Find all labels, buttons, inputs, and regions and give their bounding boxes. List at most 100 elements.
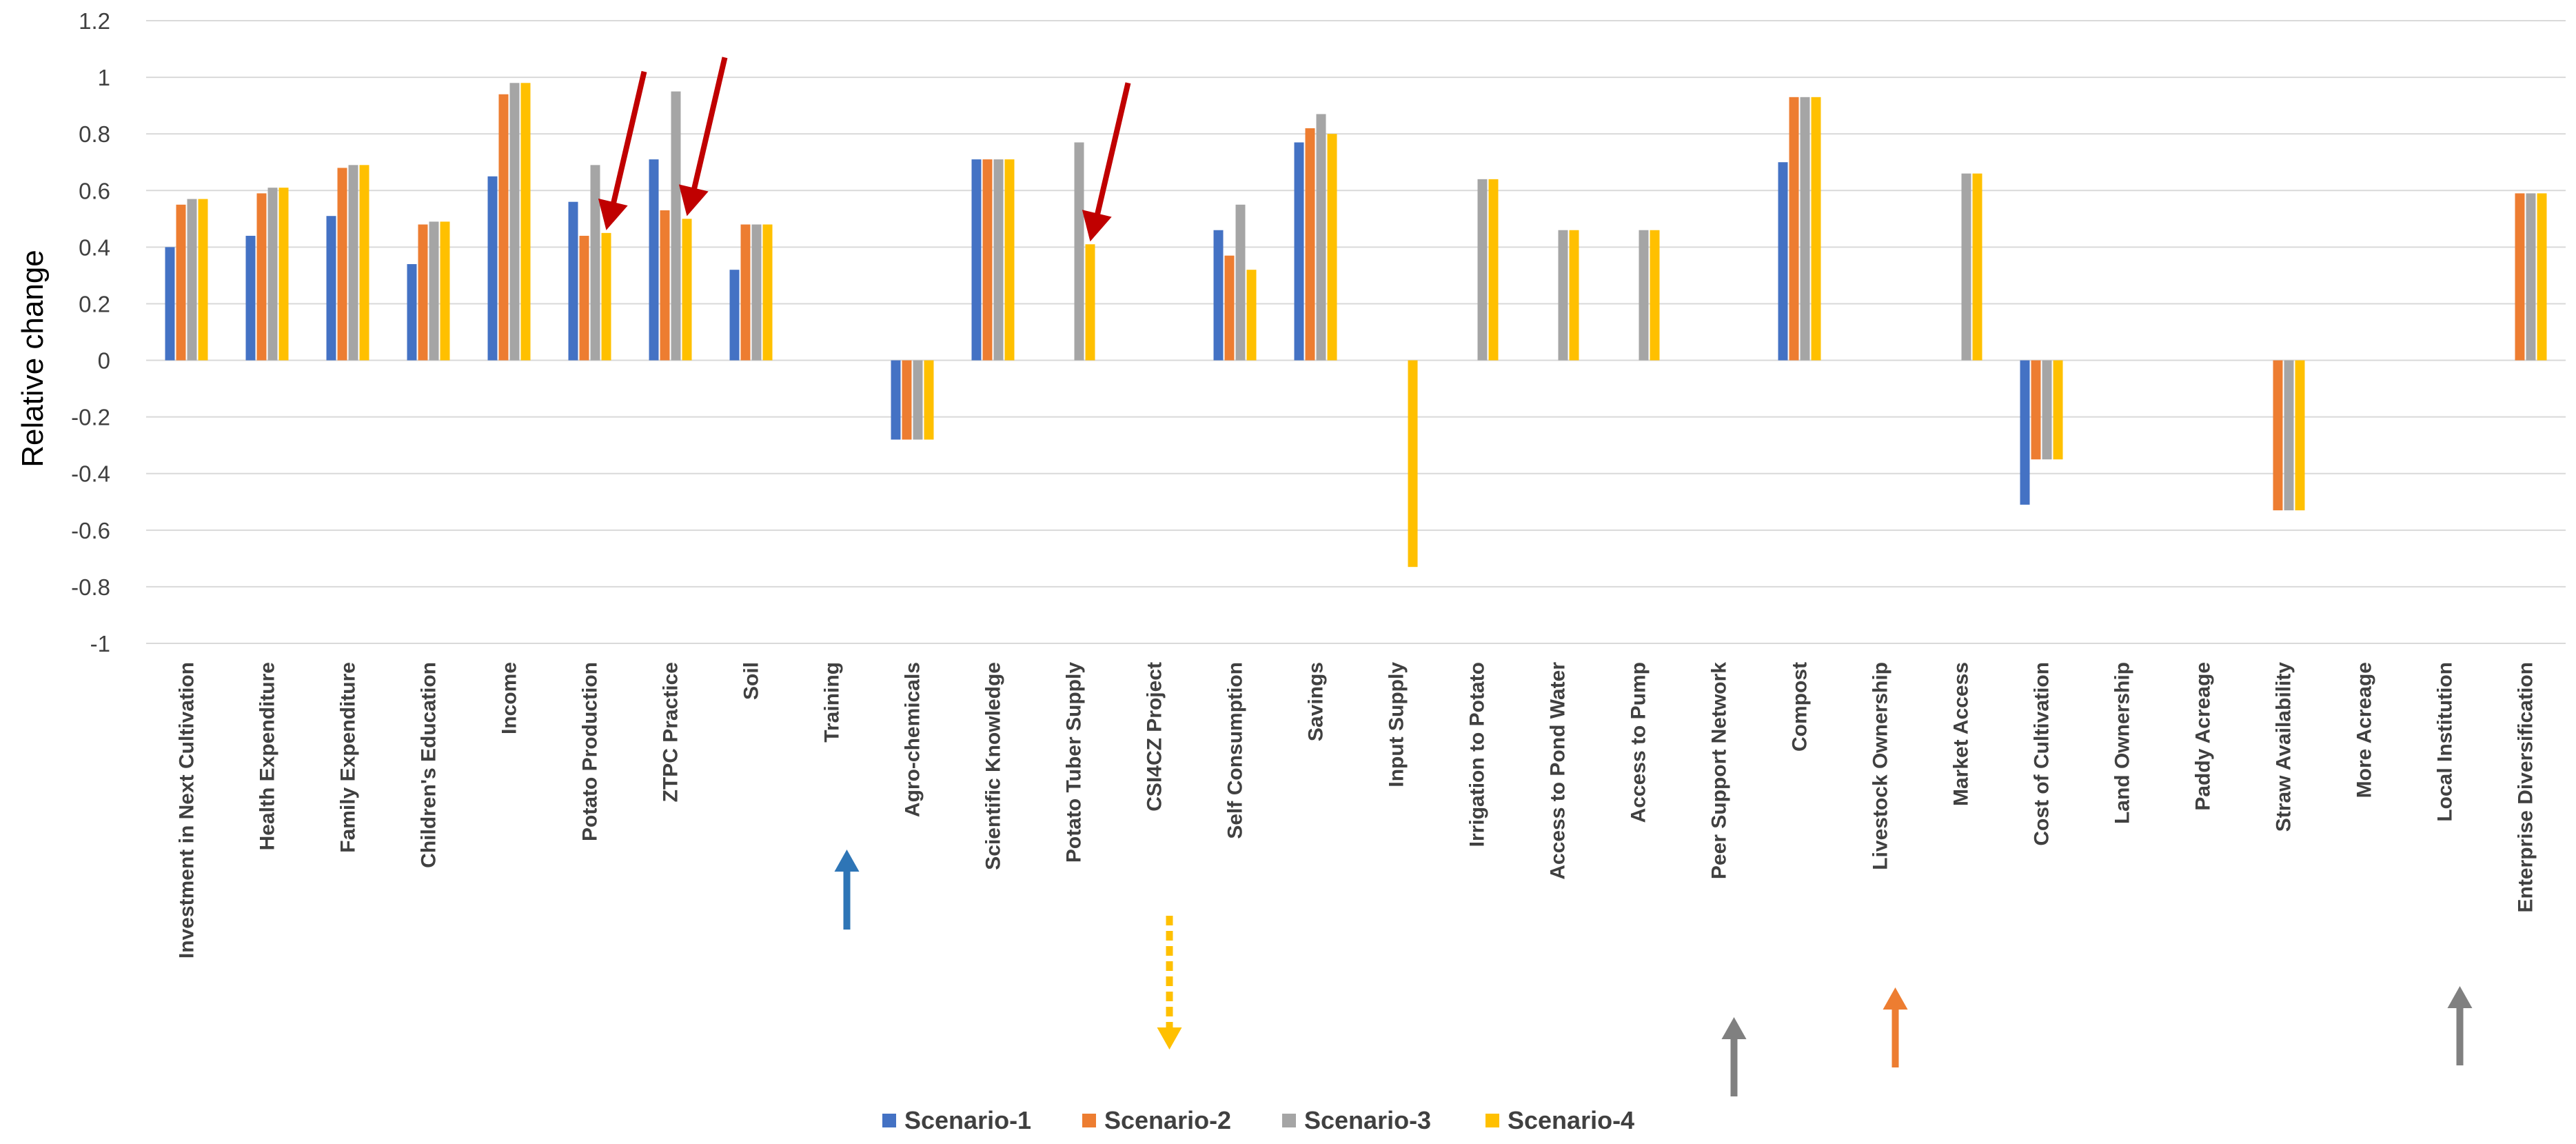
y-tick-label: -0.8 <box>71 574 110 600</box>
bar-scenario-1-13 <box>1213 230 1224 361</box>
arrow-head <box>1883 987 1908 1010</box>
x-category-label: Savings <box>1305 662 1328 741</box>
y-tick-label: 0.4 <box>79 234 110 260</box>
bar-scenario-3-23 <box>2042 360 2052 460</box>
bars <box>165 83 2547 568</box>
x-category-label: Straw Availability <box>2273 662 2295 832</box>
bar-scenario-2-7 <box>740 224 751 361</box>
bar-scenario-1-2 <box>326 216 336 361</box>
x-category-label: Access to Pond Water <box>1547 662 1570 880</box>
bar-scenario-2-1 <box>256 193 267 361</box>
bar-scenario-3-1 <box>267 188 278 361</box>
red-arrow-shaft <box>607 70 647 217</box>
x-category-label: Self Consumption <box>1224 662 1247 839</box>
bar-scenario-2-5 <box>579 235 589 361</box>
red-arrow-shaft <box>1091 82 1131 229</box>
bar-scenario-1-14 <box>1294 142 1304 361</box>
arrow-head <box>1721 1017 1747 1039</box>
red-arrow-head <box>1082 210 1112 242</box>
bar-scenario-2-20 <box>1789 97 1799 361</box>
bar-scenario-4-0 <box>198 199 208 361</box>
bar-scenario-4-17 <box>1569 230 1579 361</box>
bar-scenario-1-23 <box>2020 360 2030 505</box>
x-category-label: Market Access <box>1950 662 1973 806</box>
bar-scenario-4-16 <box>1488 179 1499 361</box>
legend: Scenario-1 Scenario-2 Scenario-3 Scenario-4 <box>882 1106 1634 1134</box>
y-tick-label: 1.2 <box>79 8 110 34</box>
x-category-label: Access to Pump <box>1627 662 1650 823</box>
arrow-head <box>2447 986 2473 1008</box>
bar-scenario-2-2 <box>337 168 347 361</box>
bar-scenario-3-5 <box>590 165 600 361</box>
red-arrow-shaft <box>688 57 728 203</box>
x-category-label: Irrigation to Potato <box>1466 662 1489 847</box>
bar-scenario-2-0 <box>176 204 186 361</box>
y-tick-label: -0.6 <box>71 518 110 543</box>
bar-scenario-3-26 <box>2284 360 2294 511</box>
x-category-label: Paddy Acreage <box>2192 662 2215 811</box>
bar-scenario-4-11 <box>1085 244 1095 361</box>
x-category-label: Potato Production <box>579 662 602 841</box>
bar-scenario-2-23 <box>2031 360 2041 460</box>
bar-scenario-3-18 <box>1639 230 1649 361</box>
bar-scenario-4-5 <box>601 232 611 361</box>
bar-scenario-1-10 <box>971 159 982 361</box>
bar-scenario-4-9 <box>924 360 934 440</box>
x-category-label: Health Expenditure <box>256 662 279 850</box>
bar-scenario-2-4 <box>498 94 509 361</box>
bar-scenario-4-10 <box>1004 159 1015 361</box>
x-category-label: Income <box>498 662 521 734</box>
x-category-label: Investment in Next Cultivation <box>176 662 199 959</box>
bar-scenario-4-3 <box>440 221 450 361</box>
x-category-label: Scientific Knowledge <box>982 662 1005 870</box>
x-category-label: Cost of Cultivation <box>2031 662 2053 846</box>
bar-scenario-4-20 <box>1811 97 1821 361</box>
bar-scenario-3-0 <box>187 199 197 361</box>
x-category-label: Land Ownership <box>2111 662 2134 824</box>
legend-label: Scenario-1 <box>904 1106 1031 1134</box>
x-category-label: Enterprise Diversification <box>2515 662 2537 912</box>
y-tick-label: -0.4 <box>71 461 110 487</box>
x-category-label: Family Expenditure <box>337 662 360 853</box>
bar-scenario-3-20 <box>1800 97 1810 361</box>
x-category-label: Peer Support Network <box>1708 662 1731 879</box>
y-tick-label: -1 <box>90 631 110 656</box>
x-category-label: Compost <box>1789 662 1812 752</box>
bar-scenario-3-4 <box>509 83 520 361</box>
bar-scenario-3-29 <box>2526 193 2536 361</box>
y-tick-label: 0.8 <box>79 121 110 147</box>
bar-scenario-2-6 <box>660 210 670 361</box>
bar-scenario-3-17 <box>1558 230 1568 361</box>
y-tick-label: 0 <box>98 348 110 374</box>
bar-scenario-2-26 <box>2273 360 2283 511</box>
bar-scenario-2-29 <box>2515 193 2525 361</box>
bar-scenario-4-14 <box>1327 134 1337 361</box>
x-category-label: Training <box>821 662 844 743</box>
bar-scenario-3-7 <box>751 224 762 361</box>
legend-swatch <box>1485 1114 1499 1127</box>
bar-scenario-2-10 <box>982 159 993 361</box>
legend-swatch <box>1282 1114 1296 1127</box>
bar-scenario-3-13 <box>1235 204 1246 361</box>
bar-scenario-3-3 <box>429 221 439 361</box>
bar-scenario-4-6 <box>682 219 692 361</box>
bar-scenario-3-2 <box>348 165 358 361</box>
y-axis-ticks: 1.2 1 0.8 0.6 0.4 0.2 0 -0.2 -0.4 -0.6 -0.8 -1 <box>71 8 110 656</box>
bar-scenario-3-14 <box>1316 114 1326 361</box>
y-tick-label: 0.2 <box>79 291 110 317</box>
bar-scenario-1-1 <box>245 235 256 361</box>
bar-scenario-2-3 <box>418 224 428 361</box>
x-category-label: Soil <box>740 662 763 700</box>
x-category-label: Potato Tuber Supply <box>1063 662 1086 863</box>
bar-scenario-1-0 <box>165 247 175 361</box>
gridlines <box>146 20 2566 644</box>
red-arrow-head <box>598 198 628 230</box>
bar-scenario-1-7 <box>729 270 740 361</box>
x-category-label: CSI4CZ Project <box>1144 662 1166 812</box>
bar-scenario-4-15 <box>1408 360 1418 568</box>
legend-label: Scenario-2 <box>1104 1106 1231 1134</box>
bar-scenario-4-1 <box>278 188 289 361</box>
bar-scenario-1-4 <box>487 176 498 361</box>
annotations <box>598 57 2473 1096</box>
bar-scenario-4-26 <box>2295 360 2305 511</box>
